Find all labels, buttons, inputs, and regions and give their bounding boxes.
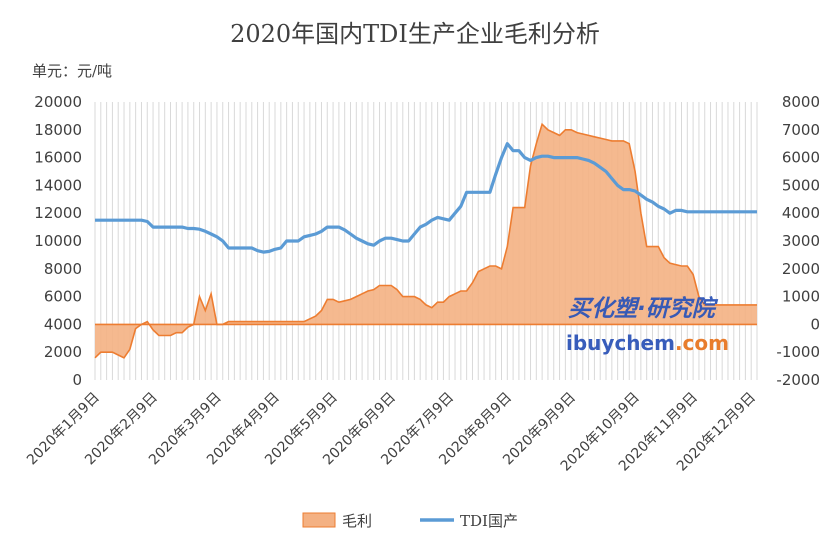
tdi-domestic-line-series: [95, 142, 757, 254]
right-tick-label: -1000: [776, 343, 820, 361]
watermark-brand-en: ibuychem.com: [566, 331, 729, 355]
unit-label: 单元：元/吨: [32, 62, 112, 80]
watermark-brand-en-left: ibuychem: [566, 331, 675, 355]
watermark-brand-en-right: .com: [675, 331, 729, 355]
legend-label-tdi: TDI国产: [460, 512, 518, 530]
x-axis-ticks: 2020年1月9日2020年2月9日2020年3月9日2020年4月9日2020…: [24, 390, 759, 475]
left-tick-label: 12000: [34, 204, 82, 222]
left-tick-label: 0: [72, 371, 82, 389]
left-tick-label: 20000: [34, 93, 82, 111]
right-tick-label: 8000: [782, 93, 820, 111]
watermark: 买化塑·研究院 ibuychem.com: [566, 295, 729, 355]
left-tick-label: 6000: [44, 288, 82, 306]
left-tick-label: 16000: [34, 149, 82, 167]
line-tdi-domestic: [95, 142, 757, 254]
right-tick-label: 3000: [782, 232, 820, 250]
legend-area-swatch: [302, 512, 336, 528]
right-tick-label: 2000: [782, 260, 820, 278]
left-tick-label: 10000: [34, 232, 82, 250]
right-axis-ticks: -2000 -1000 0 1000 2000 3000 4000 5000 6000 7000 8…: [776, 93, 820, 389]
right-tick-label: 1000: [782, 288, 820, 306]
left-tick-label: 8000: [44, 260, 82, 278]
legend-label-gross-profit: 毛利: [342, 512, 372, 530]
area-fill-gross-profit: [95, 124, 757, 358]
left-axis-ticks: 0 2000 4000 6000 8000 10000 12000 14000 16000 180…: [34, 93, 82, 389]
right-tick-label: 7000: [782, 121, 820, 139]
left-tick-label: 18000: [34, 121, 82, 139]
right-tick-label: 0: [810, 315, 820, 333]
right-tick-label: 4000: [782, 204, 820, 222]
gross-profit-area-series: [94, 122, 757, 359]
legend: 毛利 TDI国产: [302, 512, 518, 530]
watermark-brand-cn: 买化塑·研究院: [568, 295, 719, 322]
left-tick-label: 4000: [44, 315, 82, 333]
left-tick-label: 14000: [34, 176, 82, 194]
chart-title: 2020年国内TDI生产企业毛利分析: [230, 20, 600, 48]
left-tick-label: 2000: [44, 343, 82, 361]
right-tick-label: -2000: [776, 371, 820, 389]
right-tick-label: 6000: [782, 149, 820, 167]
right-tick-label: 5000: [782, 176, 820, 194]
area-outline-gross-profit: [94, 122, 757, 359]
